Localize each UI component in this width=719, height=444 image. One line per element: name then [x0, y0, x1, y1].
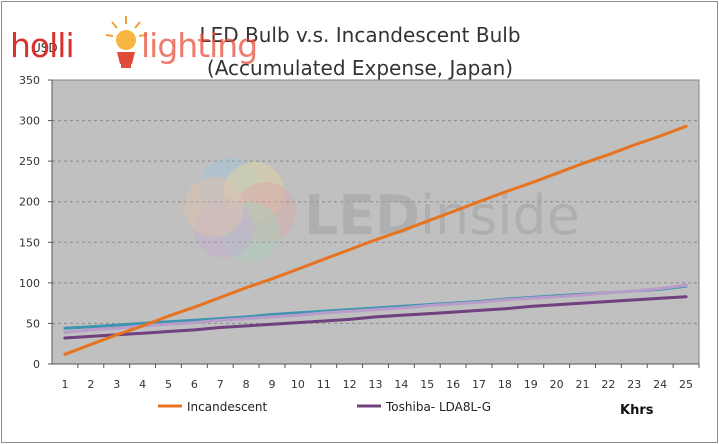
x-tick-label: 17: [472, 378, 486, 391]
x-tick-label: 5: [165, 378, 172, 391]
x-tick-label: 25: [679, 378, 693, 391]
sun-icon: [105, 16, 147, 68]
series-line-unlabeled-3: [63, 283, 688, 334]
x-tick-label: 11: [317, 378, 331, 391]
logo-text-hollin: holli: [10, 26, 75, 65]
hollin-lighting-logo: holli lighting: [8, 10, 258, 72]
x-tick-label: 12: [343, 378, 357, 391]
series-line-toshiba-lda8l-g: [63, 295, 688, 340]
x-tick-label: 10: [291, 378, 305, 391]
x-tick-label: 7: [217, 378, 224, 391]
y-tick-label: 50: [26, 317, 40, 330]
x-tick-label: 9: [268, 378, 275, 391]
x-tick-label: 16: [446, 378, 460, 391]
x-tick-label: 1: [61, 378, 68, 391]
x-tick-label: 22: [601, 378, 615, 391]
y-tick-label: 350: [19, 74, 40, 87]
chart-title: LED Bulb v.s. Incandescent Bulb: [199, 23, 520, 47]
x-tick-label: 13: [369, 378, 383, 391]
series-line-incandescent: [63, 124, 688, 356]
series-layer: [63, 124, 688, 356]
watermark-led-text: LED: [304, 184, 420, 247]
ledinside-watermark: LED inside: [184, 157, 580, 262]
y-tick-label: 100: [19, 277, 40, 290]
legend-label-incandescent: Incandescent: [187, 400, 268, 414]
x-tick-label: 3: [113, 378, 120, 391]
x-tick-label: 23: [627, 378, 641, 391]
x-tick-label: 14: [394, 378, 408, 391]
logo-text-lighting: lighting: [141, 26, 258, 65]
chart-subtitle: (Accumulated Expense, Japan): [207, 56, 513, 80]
x-tick-label: 2: [87, 378, 94, 391]
x-tick-label: 6: [191, 378, 198, 391]
x-tick-label: 21: [576, 378, 590, 391]
y-tick-label: 0: [33, 358, 40, 371]
y-tick-label: 300: [19, 115, 40, 128]
x-tick-label: 18: [498, 378, 512, 391]
y-tick-label: 250: [19, 155, 40, 168]
legend-label-toshiba: Toshiba- LDA8L-G: [385, 400, 491, 414]
x-tick-label: 8: [243, 378, 250, 391]
x-tick-label: 4: [139, 378, 146, 391]
x-tick-label: 20: [550, 378, 564, 391]
x-axis-label: Khrs: [620, 403, 654, 418]
y-tick-label: 200: [19, 196, 40, 209]
x-tick-label: 19: [524, 378, 538, 391]
legend: Incandescent Toshiba- LDA8L-G: [158, 400, 491, 414]
y-tick-label: 150: [19, 236, 40, 249]
y-axis-label: USD: [32, 41, 58, 55]
x-tick-label: 24: [653, 378, 667, 391]
x-tick-label: 15: [420, 378, 434, 391]
